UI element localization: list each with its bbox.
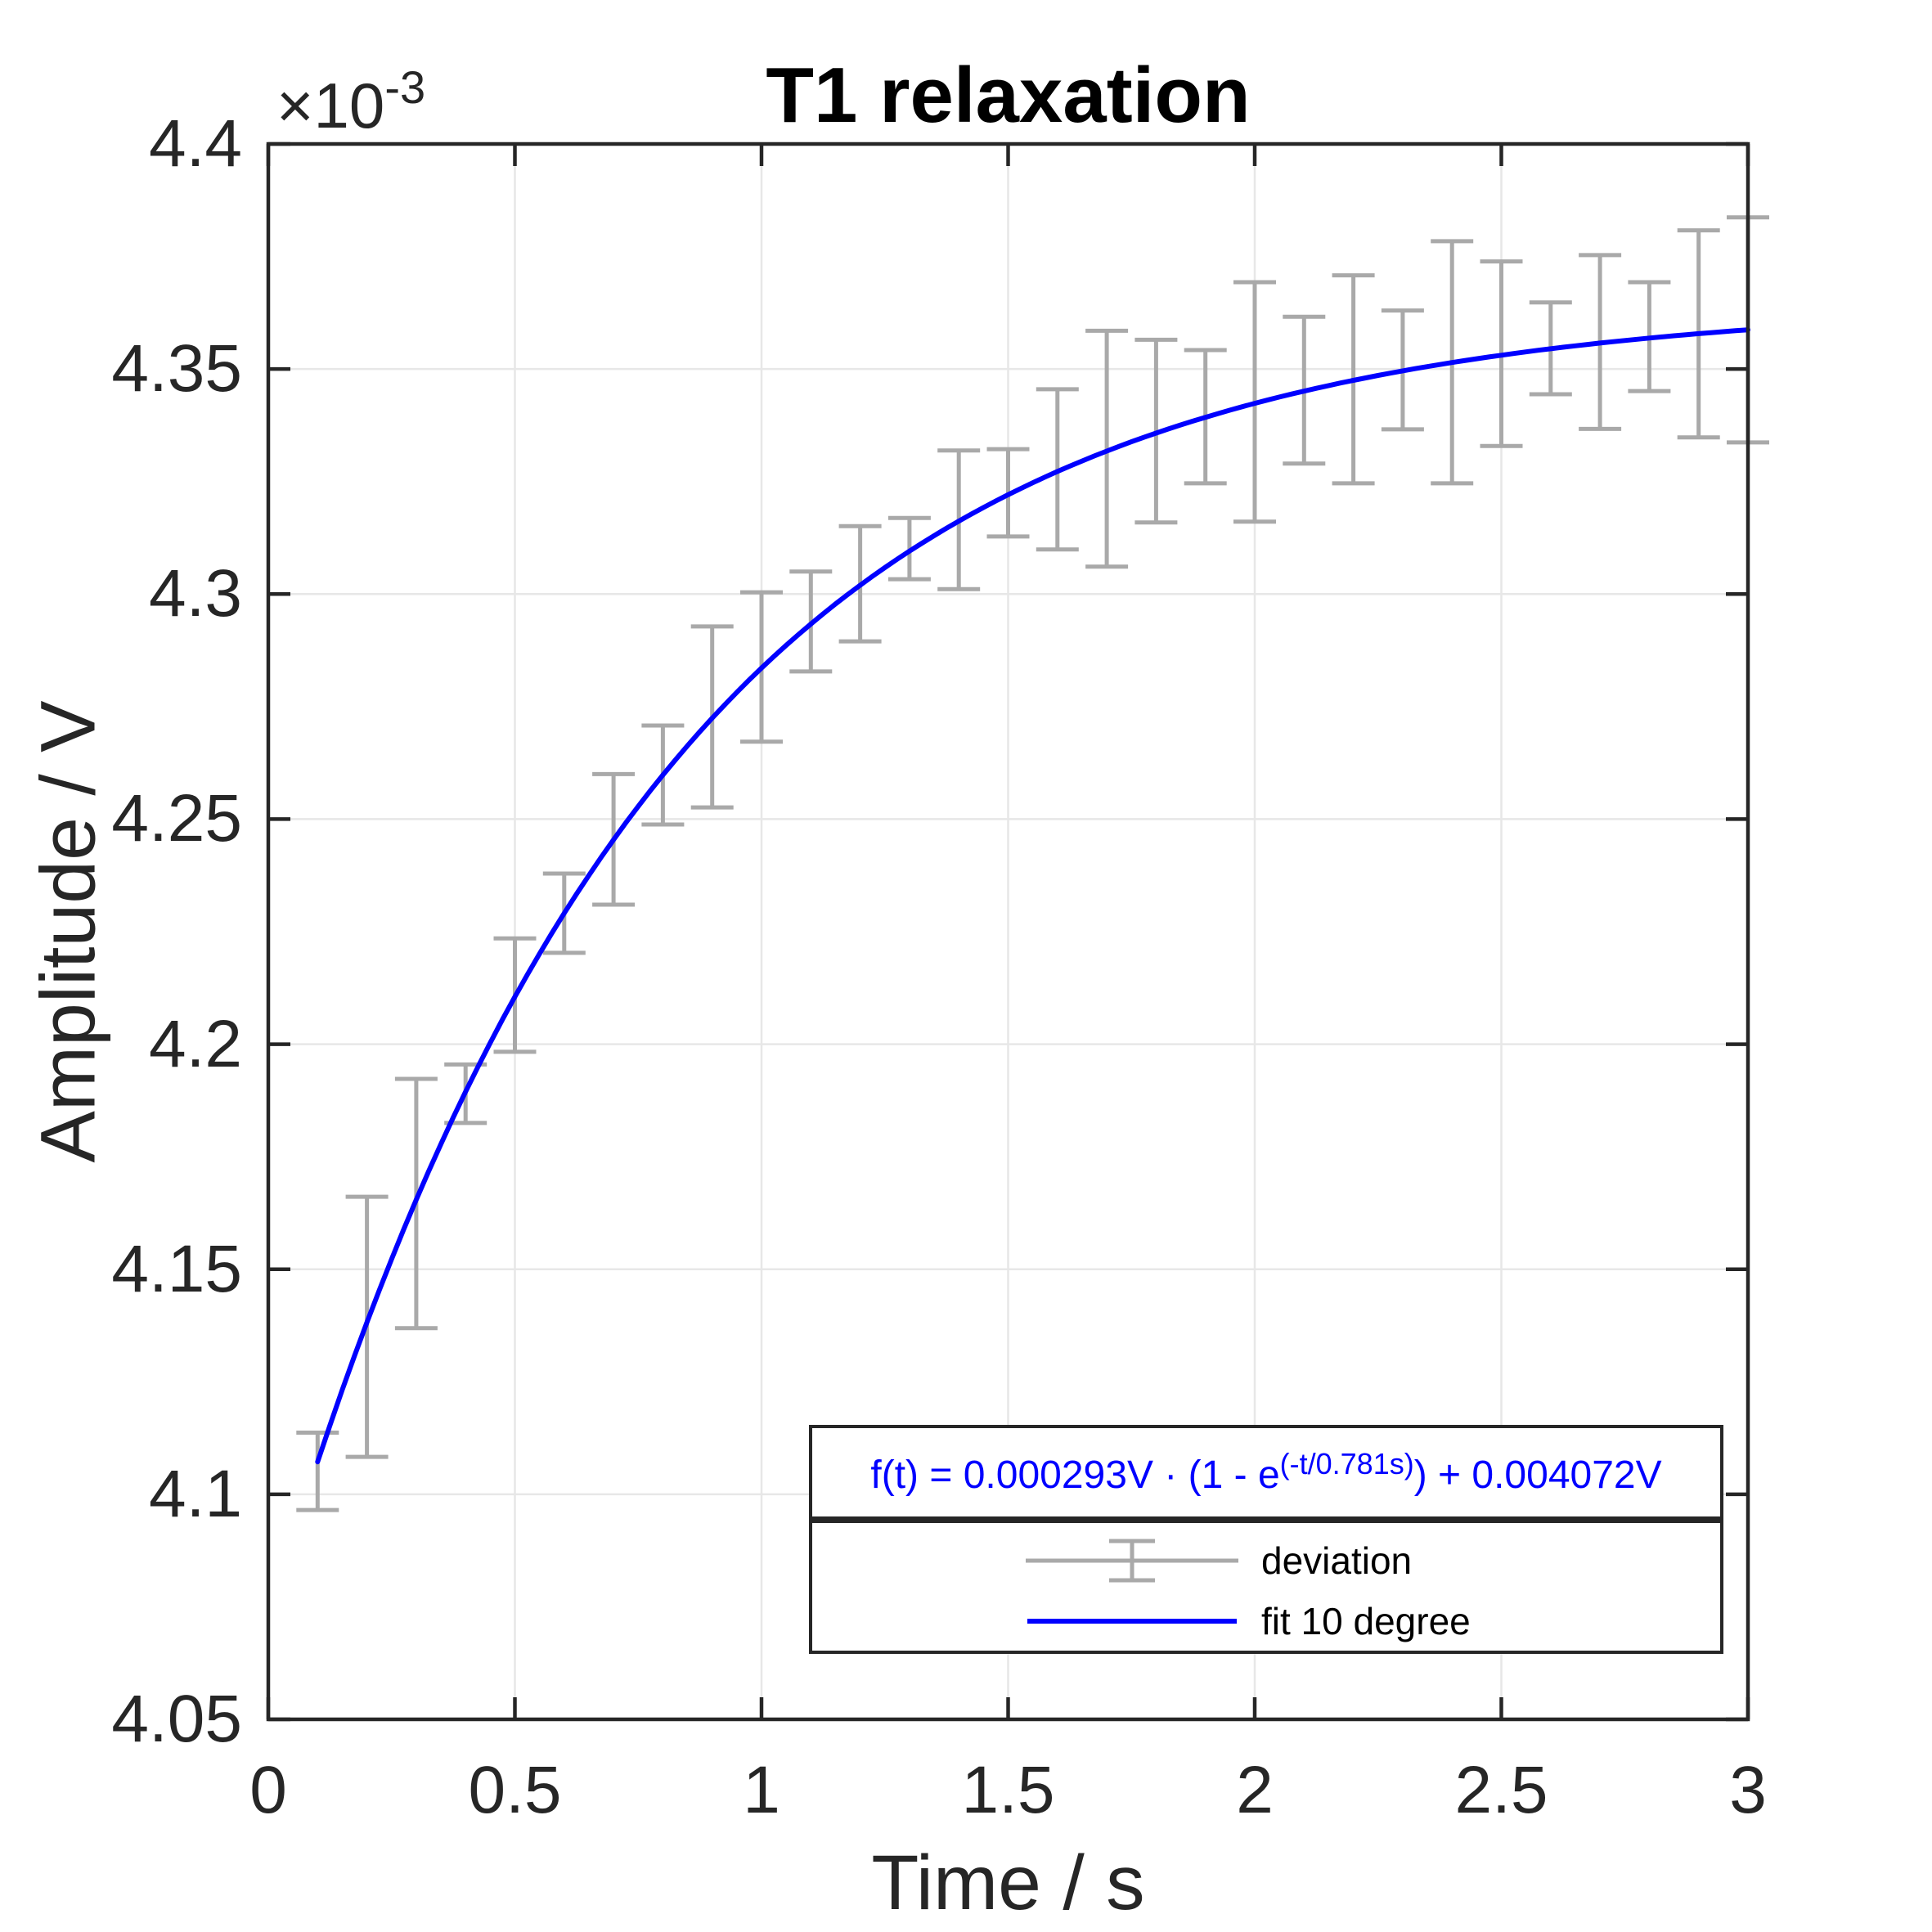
legend: deviation fit 10 degree <box>809 1520 1723 1654</box>
x-tick-label: 2.5 <box>1454 1753 1548 1827</box>
y-tick-label: 4.25 <box>111 781 242 856</box>
legend-label-deviation: deviation <box>1261 1539 1413 1582</box>
y-tick-label: 4.4 <box>149 106 242 181</box>
x-tick-label: 1.5 <box>961 1753 1055 1827</box>
y-tick-label: 4.3 <box>149 556 242 631</box>
y-axis-label: Amplitude / V <box>25 700 112 1163</box>
fit-line-icon <box>1027 1619 1237 1624</box>
chart-title: T1 relaxation <box>766 52 1251 139</box>
deviation-error-bars <box>296 215 1769 1512</box>
x-tick-label: 3 <box>1729 1753 1767 1827</box>
y-tick-label: 4.1 <box>149 1456 242 1531</box>
y-axis-exponent-base: ×10 <box>276 70 385 142</box>
y-tick-label: 4.2 <box>149 1006 242 1081</box>
y-axis-exponent-power: -3 <box>384 61 426 113</box>
x-tick-label: 0 <box>249 1753 287 1827</box>
y-tick-label: 4.15 <box>111 1231 242 1306</box>
fit-formula-box: f(t) = 0.000293V · (1 - e(-t/0.781s)) + … <box>809 1425 1723 1520</box>
fit-formula-exponent: (-t/0.781s) <box>1279 1447 1414 1480</box>
deviation-errorbar-icon <box>1026 1539 1238 1583</box>
x-axis-label: Time / s <box>871 1840 1145 1926</box>
legend-label-fit: fit 10 degree <box>1261 1600 1471 1642</box>
legend-entry-deviation: deviation <box>812 1531 1720 1590</box>
fit-formula-suffix: ) + 0.004072V <box>1413 1453 1662 1497</box>
fit-curve <box>315 327 1750 1465</box>
y-tick-label: 4.35 <box>111 331 242 407</box>
legend-entry-fit: fit 10 degree <box>812 1592 1720 1651</box>
fit-formula-prefix: f(t) = 0.000293V · (1 - e <box>870 1453 1280 1497</box>
x-tick-label: 2 <box>1236 1753 1274 1827</box>
x-tick-label: 0.5 <box>468 1753 562 1827</box>
x-tick-label: 1 <box>743 1753 780 1827</box>
fit-formula-text: f(t) = 0.000293V · (1 - e(-t/0.781s)) + … <box>870 1447 1661 1498</box>
axes-box <box>266 142 1750 1722</box>
y-axis-exponent: ×10-3 <box>276 62 425 142</box>
y-tick-label: 4.05 <box>111 1682 242 1756</box>
